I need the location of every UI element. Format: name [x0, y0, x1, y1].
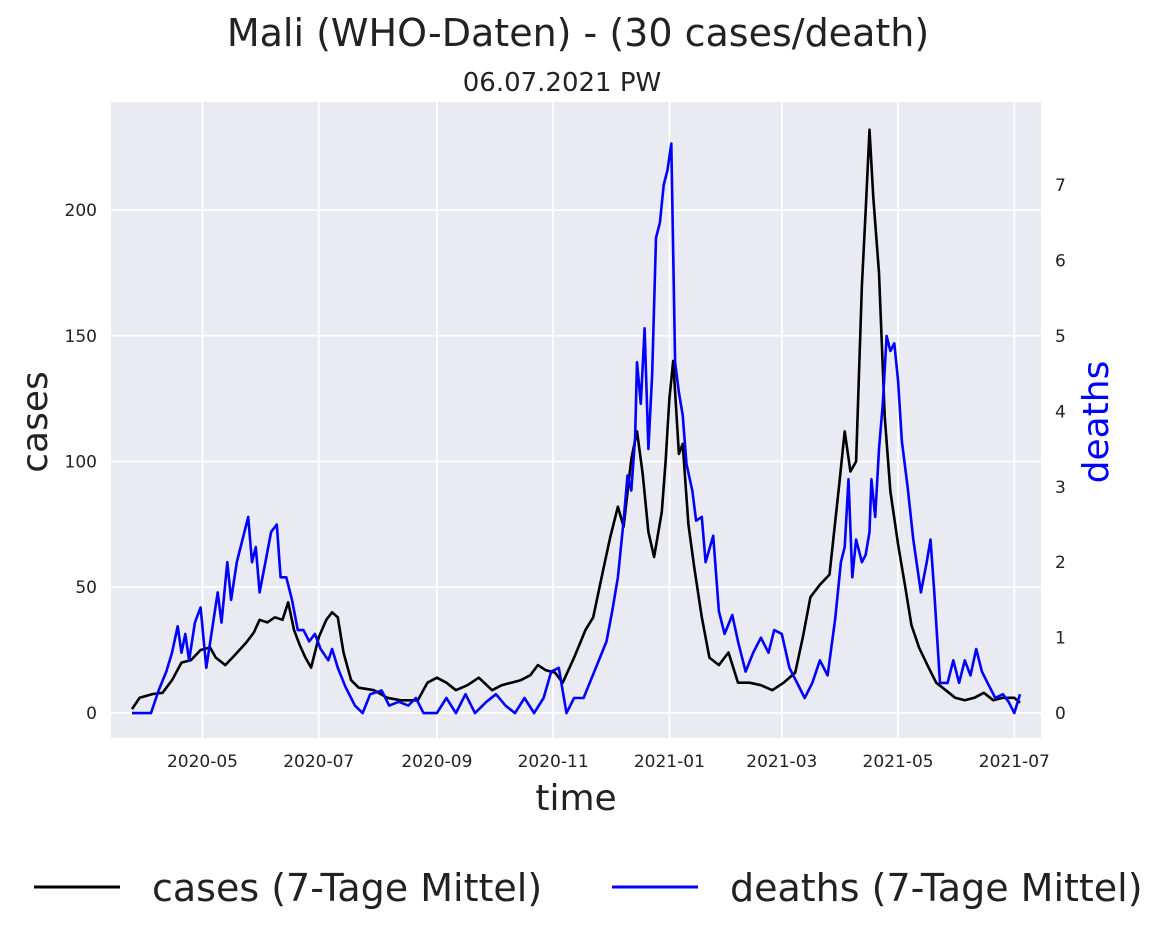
y-left-tick-label: 150: [65, 327, 97, 347]
x-tick-label: 2021-07: [979, 752, 1050, 772]
x-tick-label: 2020-09: [401, 752, 472, 772]
y-right-tick-label: 7: [1055, 176, 1066, 196]
deaths-series-line: [132, 142, 1022, 715]
y-axis-left-ticks: 0 50 100 150 200: [65, 201, 97, 724]
x-axis-ticks: 2020-05 2020-07 2020-09 2020-11 2021-01 2021-…: [167, 752, 1050, 772]
cases-series-line: [130, 128, 1021, 710]
y-axis-right-label: deaths: [1076, 361, 1117, 484]
y-left-tick-label: 200: [65, 201, 97, 221]
x-tick-label: 2021-01: [634, 752, 705, 772]
y-left-tick-label: 50: [75, 578, 97, 598]
y-right-tick-label: 4: [1055, 402, 1066, 422]
y-right-tick-label: 3: [1055, 478, 1066, 498]
x-axis-label: time: [535, 778, 616, 819]
y-left-tick-label: 100: [65, 452, 97, 472]
grid-lines: [111, 102, 1041, 738]
y-right-tick-label: 1: [1055, 629, 1066, 649]
legend: cases (7-Tage Mittel) deaths (7-Tage Mit…: [34, 866, 1143, 910]
y-right-tick-label: 0: [1055, 704, 1066, 724]
y-right-tick-label: 2: [1055, 553, 1066, 573]
x-tick-label: 2021-03: [746, 752, 817, 772]
y-axis-right-ticks: 0 1 2 3 4 5 6 7: [1055, 176, 1066, 724]
y-left-tick-label: 0: [86, 704, 97, 724]
x-tick-label: 2020-05: [167, 752, 238, 772]
x-tick-label: 2020-07: [283, 752, 354, 772]
y-right-tick-label: 5: [1055, 327, 1066, 347]
x-tick-label: 2020-11: [518, 752, 589, 772]
x-tick-label: 2021-05: [863, 752, 934, 772]
legend-label-cases: cases (7-Tage Mittel): [152, 866, 542, 910]
legend-label-deaths: deaths (7-Tage Mittel): [730, 866, 1143, 910]
series-layer: [130, 128, 1022, 715]
chart-title: Mali (WHO-Daten) - (30 cases/death): [227, 11, 929, 55]
y-right-tick-label: 6: [1055, 251, 1066, 271]
chart-subtitle: 06.07.2021 PW: [463, 68, 662, 98]
y-axis-left-label: cases: [15, 371, 56, 473]
